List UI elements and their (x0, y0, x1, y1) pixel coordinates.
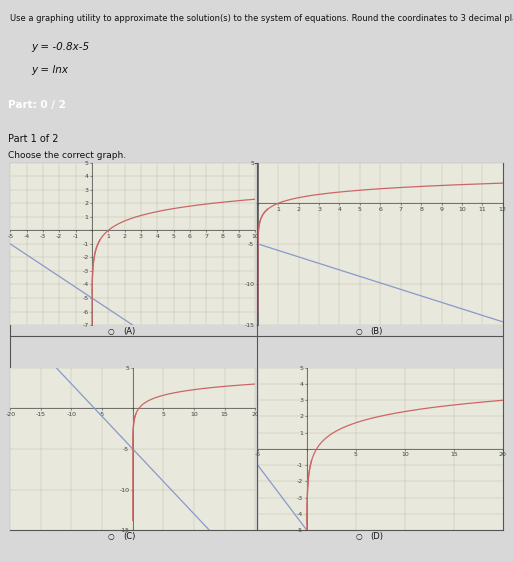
Text: y = -0.8x-5: y = -0.8x-5 (31, 42, 89, 52)
Text: (C): (C) (123, 532, 135, 541)
Text: (A): (A) (123, 327, 135, 337)
Text: (B): (B) (370, 327, 383, 337)
Text: Use a graphing utility to approximate the solution(s) to the system of equations: Use a graphing utility to approximate th… (10, 14, 513, 23)
Text: Choose the correct graph.: Choose the correct graph. (8, 151, 126, 160)
Text: ○: ○ (356, 532, 362, 541)
Text: ○: ○ (356, 327, 362, 337)
Text: y = lnx: y = lnx (31, 65, 68, 75)
Text: Part: 0 / 2: Part: 0 / 2 (8, 100, 66, 110)
Text: Part 1 of 2: Part 1 of 2 (8, 134, 58, 144)
Text: ○: ○ (108, 327, 114, 337)
Text: (D): (D) (370, 532, 384, 541)
Text: ○: ○ (108, 532, 114, 541)
